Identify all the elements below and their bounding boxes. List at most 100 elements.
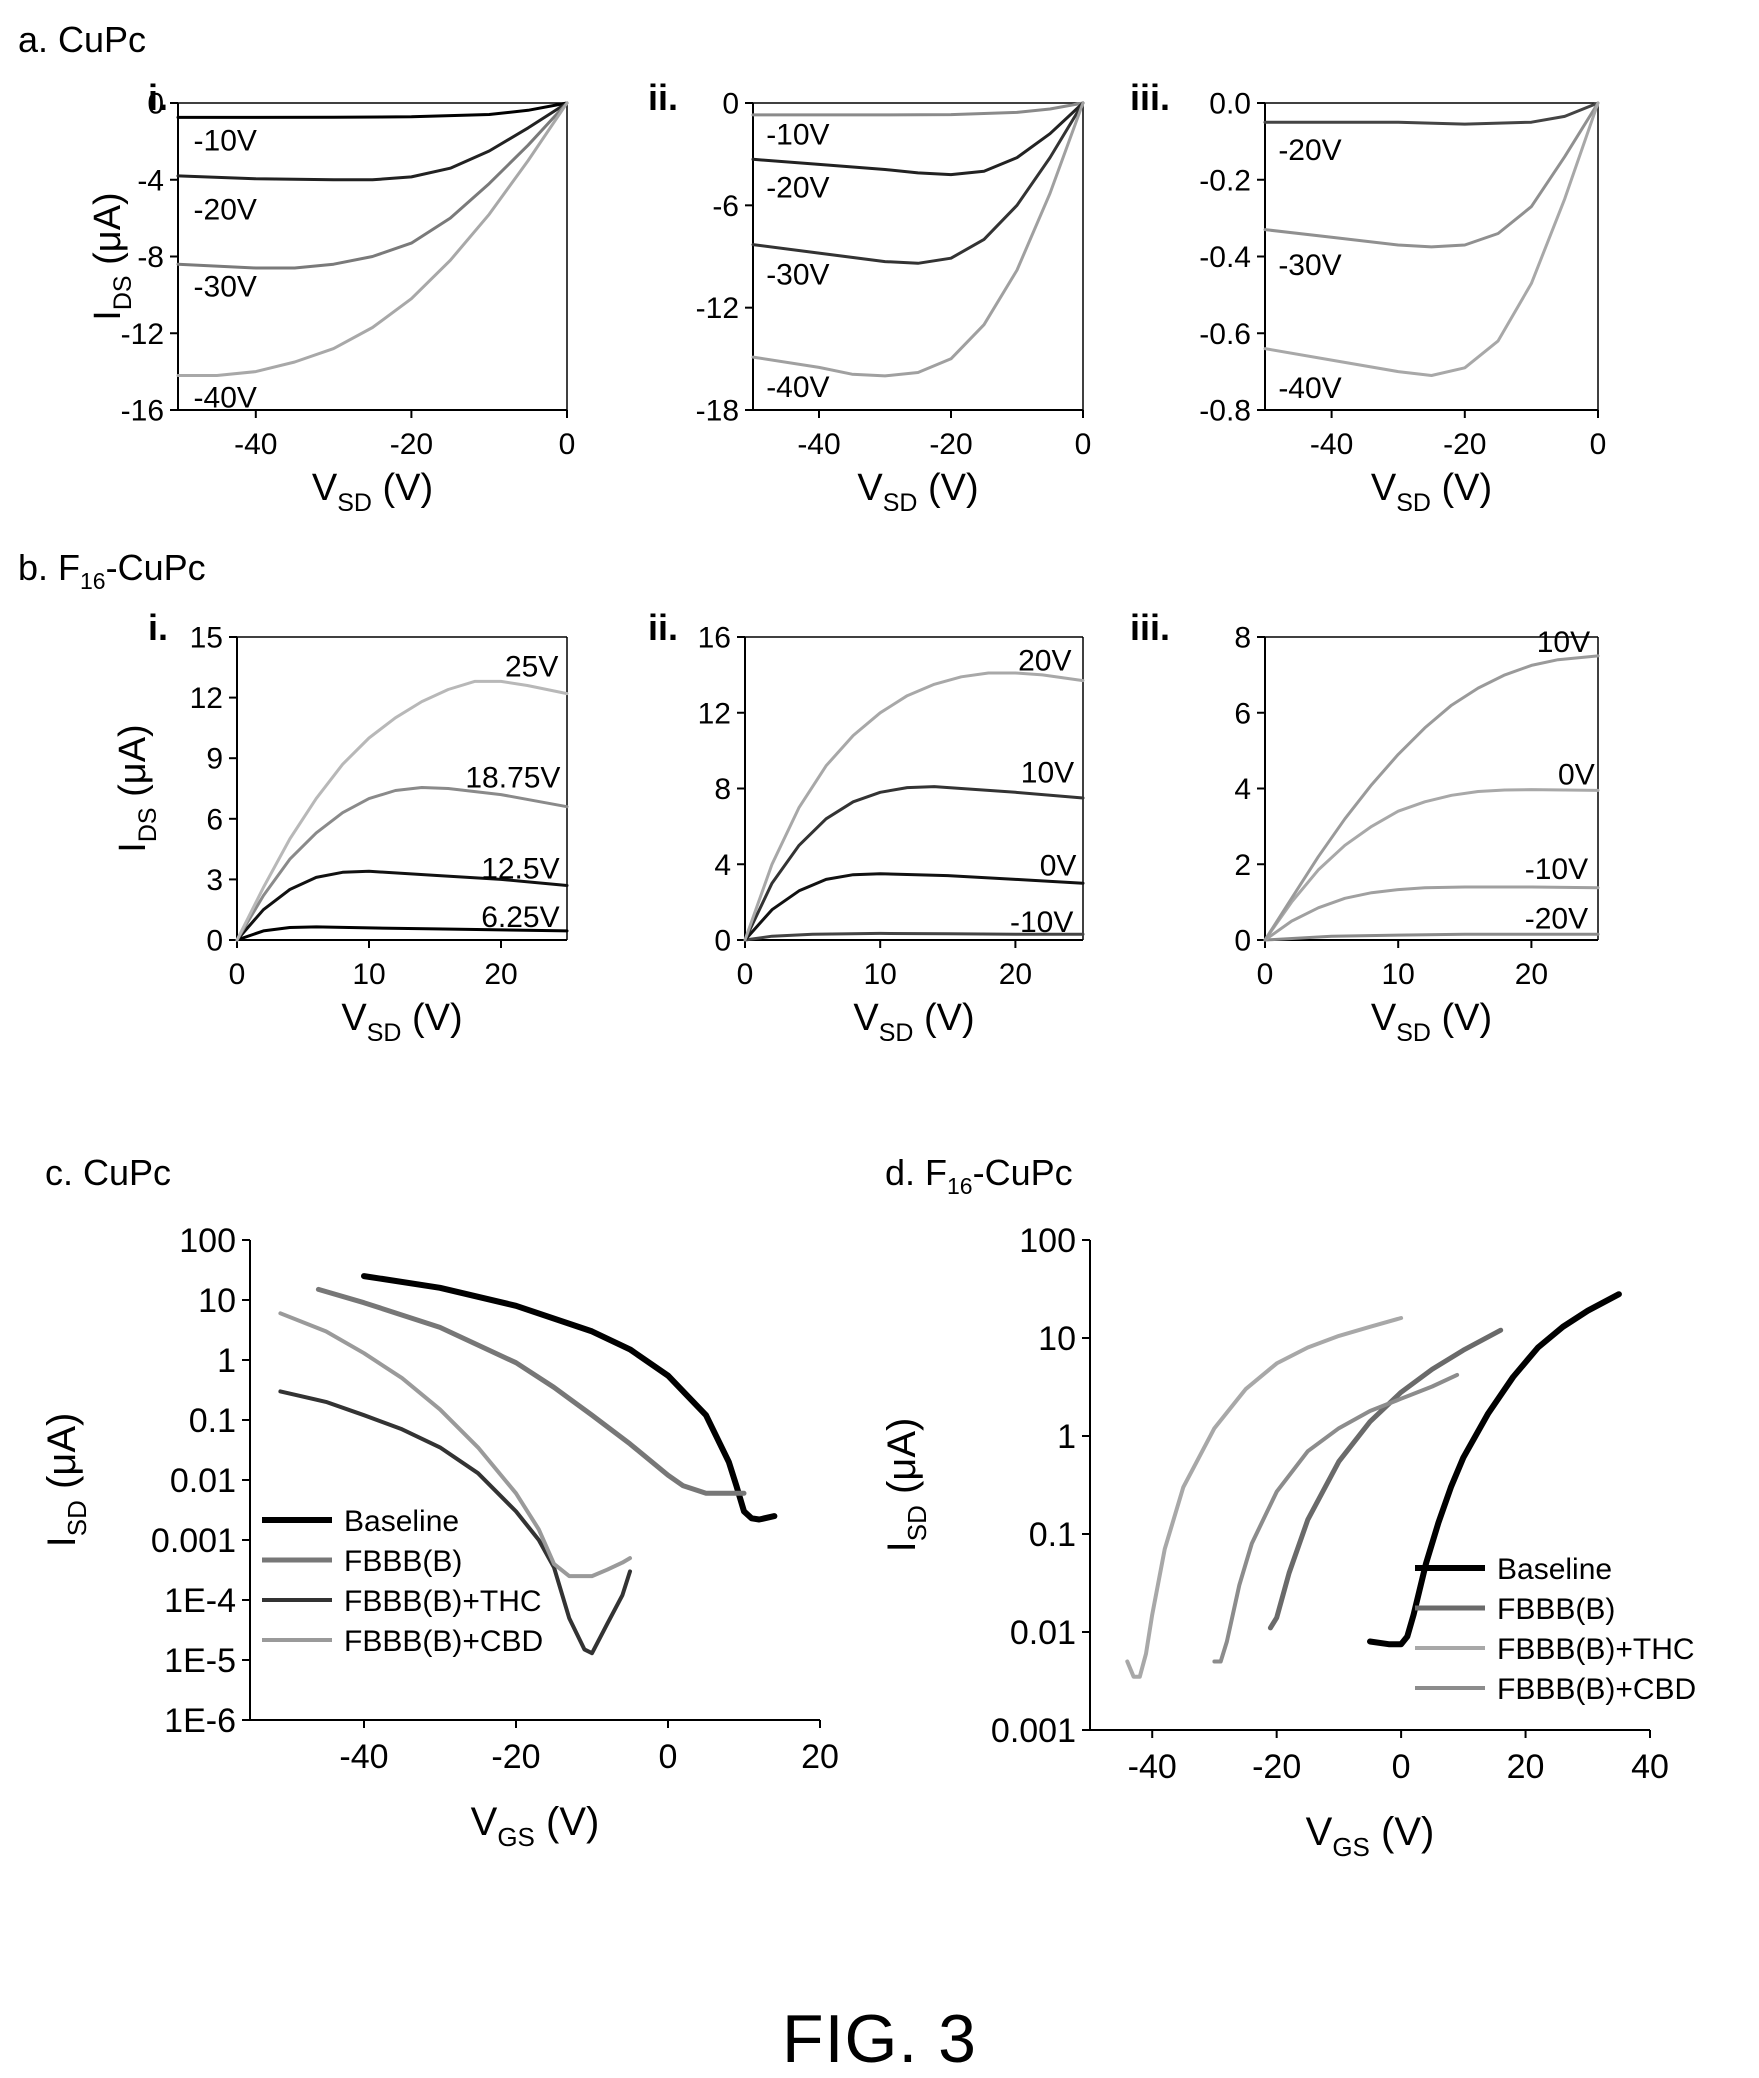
x-tick-label: 0 [1590,428,1607,461]
chart-c: 1E-6 1E-5 1E-4 0.001 0.01 0.1 1 10 100 -40 -20 0 20 V… [40,1152,839,1852]
chart-a-iii: -0.8 -0.6 -0.4 -0.2 0.0 -40 -20 0 VSD (V) iii. -20… [1130,77,1606,517]
curve-label: -20V [1525,902,1588,935]
x-tick-label: 20 [1515,958,1548,991]
x-axis-title: VGS (V) [1306,1810,1435,1862]
series-line [751,101,1085,177]
y-tick-label: 2 [1234,849,1251,882]
series-line [176,101,569,377]
series-line [743,931,1085,942]
curve-label: 25V [505,650,558,683]
y-tick-label: 100 [179,1222,236,1260]
series-line [751,101,1085,117]
curve-label: -30V [766,259,829,292]
series-line [278,1311,632,1579]
curve-label: 10V [1537,626,1590,659]
y-tick-label: 12 [190,682,223,715]
y-tick-label: 10 [1038,1320,1076,1358]
x-tick-label: -40 [1128,1748,1177,1786]
series-line [751,101,1085,265]
x-tick-label: -40 [1310,428,1353,461]
chart-b-iii: 0 2 4 6 8 0 10 20 VSD (V) iii. 10V 0V -10V -20V [1130,607,1600,1047]
chart-b-i: 0 3 6 9 12 15 0 10 20 VSD (V) IDS (μA) i. 25V 18.75V 1… [112,607,569,1047]
panel-label: i. [148,607,168,648]
y-tick-label: 0.01 [170,1462,236,1500]
curve-label: 20V [1018,645,1071,678]
y-tick-label: -8 [137,241,164,274]
curve-label: 18.75V [465,761,560,794]
series-line [1263,101,1600,377]
y-tick-label: 1 [1057,1418,1076,1456]
x-tick-label: -20 [1252,1748,1301,1786]
series-line [361,1273,778,1523]
x-tick-label: 20 [1507,1748,1545,1786]
series-line [1263,788,1600,942]
x-tick-label: 0 [659,1738,678,1776]
y-tick-label: 100 [1019,1222,1076,1260]
x-tick-label: -20 [929,428,972,461]
y-tick-label: 6 [206,803,223,836]
y-tick-label: 0 [206,925,223,958]
series-line [176,101,569,119]
series-line [235,786,569,942]
y-tick-label: 4 [714,849,731,882]
series-line [743,785,1085,942]
curve-label: -10V [1525,853,1588,886]
y-tick-label: 0.001 [151,1522,236,1560]
y-tick-label: -12 [121,318,164,351]
series-line [1263,654,1600,942]
x-tick-label: -40 [339,1738,388,1776]
y-tick-label: 1E-6 [164,1702,236,1740]
curve-label: -40V [1278,372,1341,405]
series-line [1263,101,1600,126]
legend-label: FBBB(B)+THC [344,1585,542,1618]
curve-label: -20V [766,172,829,205]
y-tick-label: 0 [1234,925,1251,958]
series-line [315,1286,747,1496]
series-line [1125,1316,1404,1679]
series-line [1212,1372,1460,1664]
y-tick-label: 8 [714,773,731,806]
y-tick-label: 1E-4 [164,1582,236,1620]
legend-label: FBBB(B)+THC [1497,1633,1695,1666]
x-tick-label: 20 [999,958,1032,991]
panel-label: i. [148,77,168,118]
x-tick-label: 10 [352,958,385,991]
y-tick-label: 6 [1234,697,1251,730]
y-tick-label: -0.8 [1199,395,1251,428]
y-axis-title: ISD (μA) [40,1413,92,1548]
x-axis-title: VSD (V) [1371,467,1492,517]
section-label-a: a. CuPc [18,19,146,60]
x-axis-title: VGS (V) [471,1800,600,1852]
curve-label: -20V [194,194,257,227]
chart-a-ii: -18 -12 -6 0 -40 -20 0 VSD (V) ii. -10V -20V -30V -4… [648,77,1091,517]
series-line [751,101,1085,378]
y-tick-label: 0.1 [1029,1516,1076,1554]
series-line [743,872,1085,942]
y-axis-title: ISD (μA) [880,1418,932,1553]
curve-label: -30V [1278,249,1341,282]
y-tick-label: 0 [147,88,164,121]
x-axis-title: VSD (V) [857,467,978,517]
figure-caption: FIG. 3 [782,2001,977,2077]
series-line [235,925,569,942]
chart-b-ii: 0 4 8 12 16 0 10 20 VSD (V) ii. 20V 10V 0V -10V [648,607,1085,1047]
y-axis-title: IDS (μA) [112,724,162,852]
x-tick-label: 10 [1382,958,1415,991]
y-tick-label: 8 [1234,622,1251,655]
series-line [1263,101,1600,249]
y-tick-label: 0.001 [991,1712,1076,1750]
panel-title: d. F16-CuPc [885,1152,1073,1199]
x-tick-label: 40 [1631,1748,1669,1786]
chart-d: 0.001 0.01 0.1 1 10 100 -40 -20 0 20 40 VGS (V) ISD … [880,1152,1696,1862]
legend-label: Baseline [344,1505,459,1538]
y-tick-label: 0 [714,925,731,958]
y-tick-label: -0.6 [1199,318,1251,351]
series-line [278,1389,632,1656]
series-line [1263,932,1600,942]
curve-label: 0V [1040,849,1077,882]
x-axis-title: VSD (V) [341,997,462,1047]
y-tick-label: -4 [137,164,164,197]
curve-label: -20V [1278,134,1341,167]
x-tick-label: -20 [491,1738,540,1776]
